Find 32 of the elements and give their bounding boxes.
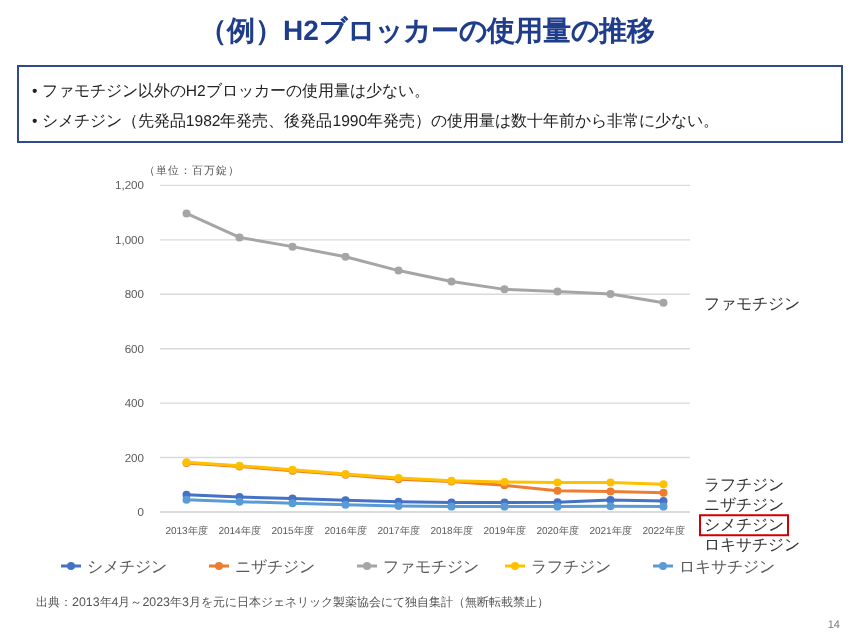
legend-label: ニザチジン [235, 558, 315, 576]
point [659, 298, 668, 307]
point [182, 209, 191, 218]
text: ファモチジン [704, 294, 800, 313]
legend-label: ファモチジン [383, 558, 479, 576]
legend-label: ラフチジン [531, 558, 611, 576]
point [659, 488, 668, 497]
point [182, 495, 191, 504]
chart-title: （例）H2ブロッカーの使用量の推移 [199, 14, 655, 46]
text: ニザチジン [704, 496, 784, 515]
text: シメチジン [704, 516, 784, 535]
point [659, 480, 668, 489]
point [394, 266, 403, 275]
point [394, 502, 403, 511]
point [341, 252, 350, 261]
point [553, 287, 562, 296]
point [553, 486, 562, 495]
legend-label: シメチジン [87, 558, 167, 576]
point [606, 502, 615, 511]
point [500, 285, 509, 294]
text: ロキサチジン [704, 536, 800, 555]
point [659, 502, 668, 511]
text: ラフチジン [704, 476, 784, 495]
point [606, 289, 615, 298]
point [447, 277, 456, 286]
legend-label: ロキサチジン [679, 558, 775, 576]
point [288, 499, 297, 508]
point [606, 487, 615, 496]
point [235, 233, 244, 242]
point [288, 242, 297, 251]
point [553, 478, 562, 487]
point [606, 478, 615, 487]
